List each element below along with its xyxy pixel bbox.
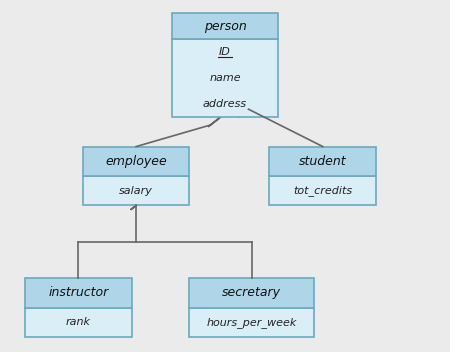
Text: rank: rank <box>66 318 91 327</box>
Text: tot_credits: tot_credits <box>293 185 352 196</box>
Text: ID: ID <box>219 47 231 57</box>
Bar <box>270 176 376 206</box>
Text: address: address <box>203 99 247 109</box>
Text: student: student <box>299 155 346 168</box>
Text: employee: employee <box>105 155 167 168</box>
Bar <box>25 278 132 308</box>
Text: secretary: secretary <box>222 287 281 300</box>
Bar <box>83 176 189 206</box>
Bar <box>189 278 314 308</box>
Bar <box>25 308 132 337</box>
Bar <box>171 13 279 39</box>
Bar <box>171 39 279 117</box>
Text: instructor: instructor <box>48 287 108 300</box>
Text: hours_per_week: hours_per_week <box>207 317 297 328</box>
Text: name: name <box>209 73 241 83</box>
Bar <box>189 308 314 337</box>
Bar <box>270 146 376 176</box>
Bar <box>83 146 189 176</box>
Text: person: person <box>203 20 247 33</box>
Text: salary: salary <box>119 186 153 196</box>
